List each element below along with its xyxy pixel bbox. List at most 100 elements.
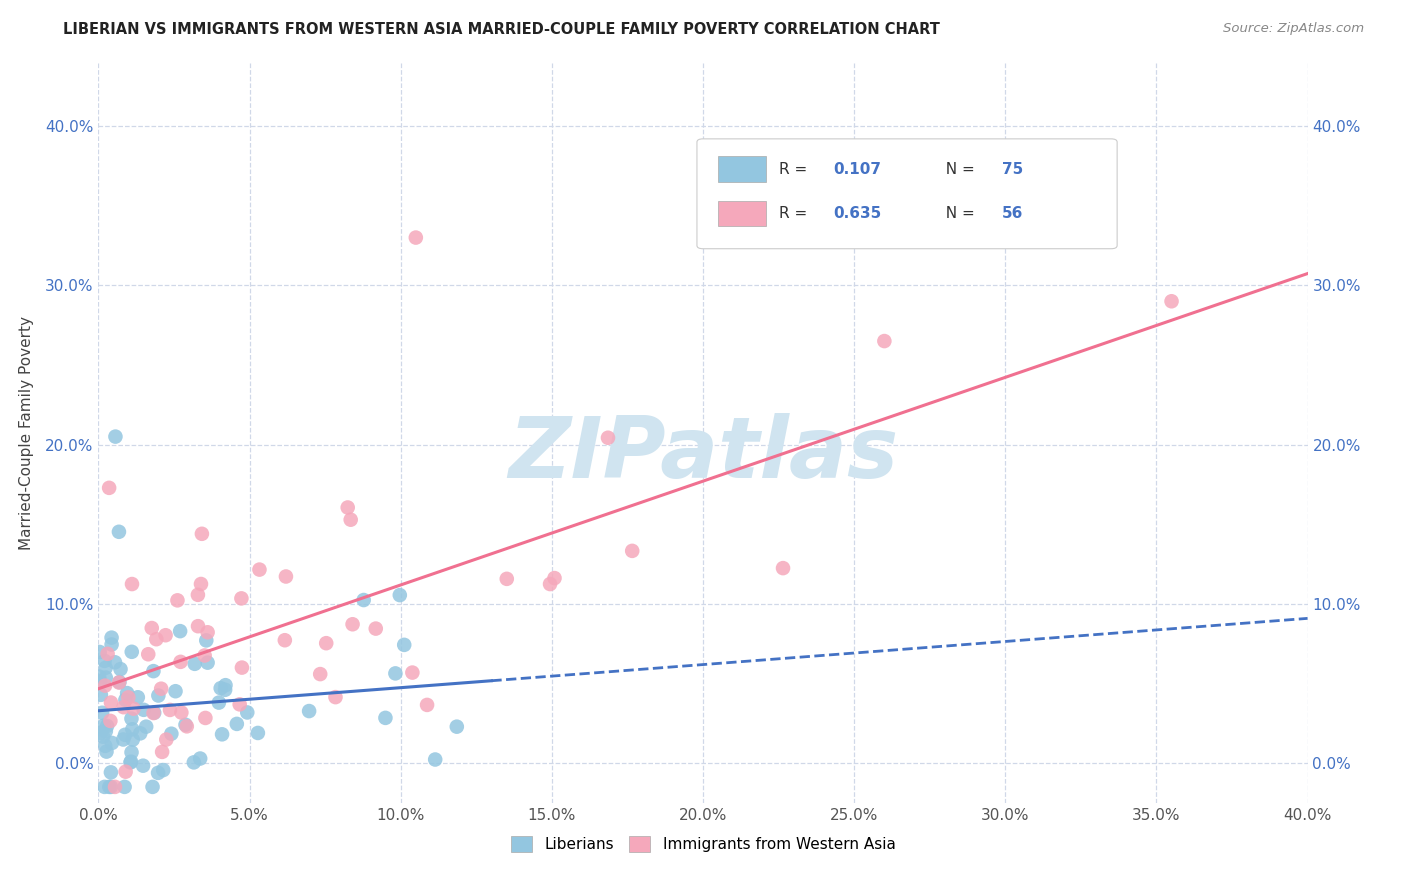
Point [117,690,139,705]
Point [121,732,143,747]
Text: LIBERIAN VS IMMIGRANTS FROM WESTERN ASIA MARRIED-COUPLE FAMILY POVERTY CORRELATI: LIBERIAN VS IMMIGRANTS FROM WESTERN ASIA… [63,22,941,37]
Point [392,638,415,652]
FancyBboxPatch shape [718,201,766,227]
Point [169,624,191,639]
Point [120,756,142,770]
Point [195,633,218,648]
Point [136,647,159,661]
Point [174,717,197,731]
Point [104,780,127,794]
Point [96,745,118,759]
Point [94,679,117,693]
Point [93,654,115,668]
Point [160,727,183,741]
Point [339,513,361,527]
Point [97,647,120,661]
Point [146,765,169,780]
Point [121,577,143,591]
Point [165,684,187,698]
Point [384,666,406,681]
Point [873,334,896,348]
Point [405,230,427,244]
Point [122,701,145,715]
Point [98,481,121,495]
Point [121,712,143,726]
Point [191,526,214,541]
Point [89,645,111,659]
Point [183,657,205,671]
Point [142,706,165,720]
Text: N =: N = [936,206,980,221]
Point [1160,294,1182,309]
Point [159,703,181,717]
Point [298,704,321,718]
Point [100,696,122,710]
Point [621,544,644,558]
Point [100,631,122,645]
Point [425,752,447,766]
Point [104,429,127,443]
Point [135,720,157,734]
Text: ZIPatlas: ZIPatlas [508,413,898,496]
Point [141,780,163,794]
Point [145,632,167,647]
Point [236,706,259,720]
Point [142,664,165,678]
Point [166,593,188,607]
Point [543,571,565,585]
Point [121,745,143,759]
Point [91,730,114,744]
Point [170,706,193,720]
Point [194,711,217,725]
Point [596,431,619,445]
Point [183,756,205,770]
Point [141,621,163,635]
Point [96,719,118,733]
Point [90,688,112,702]
Point [100,780,122,794]
Point [225,717,247,731]
Point [112,700,135,714]
Point [495,572,517,586]
Point [150,745,173,759]
Point [108,524,131,539]
FancyBboxPatch shape [718,156,766,182]
Point [364,622,387,636]
Point [309,667,332,681]
Point [209,681,232,696]
Point [108,675,131,690]
Point [401,665,423,680]
Point [132,703,155,717]
Point [100,714,122,728]
Point [274,569,297,583]
Point [129,726,152,740]
FancyBboxPatch shape [697,139,1118,249]
Point [214,678,236,692]
Point [211,727,233,741]
Text: 56: 56 [1002,206,1024,221]
Point [176,719,198,733]
Text: R =: R = [779,161,811,177]
Legend: Liberians, Immigrants from Western Asia: Liberians, Immigrants from Western Asia [505,830,901,858]
Point [150,681,173,696]
Point [416,698,439,712]
Text: 75: 75 [1002,161,1024,177]
Point [121,723,143,737]
Point [353,593,375,607]
Point [90,725,112,739]
Point [208,696,231,710]
Point [446,720,468,734]
Point [115,686,138,700]
Point [538,577,561,591]
Y-axis label: Married-Couple Family Poverty: Married-Couple Family Poverty [18,316,34,549]
Point [143,706,166,720]
Point [155,732,177,747]
Point [101,736,124,750]
Point [228,698,250,712]
Point [152,763,174,777]
Point [342,617,364,632]
Point [89,674,111,689]
Point [197,625,219,640]
Point [94,724,117,739]
Point [148,689,170,703]
